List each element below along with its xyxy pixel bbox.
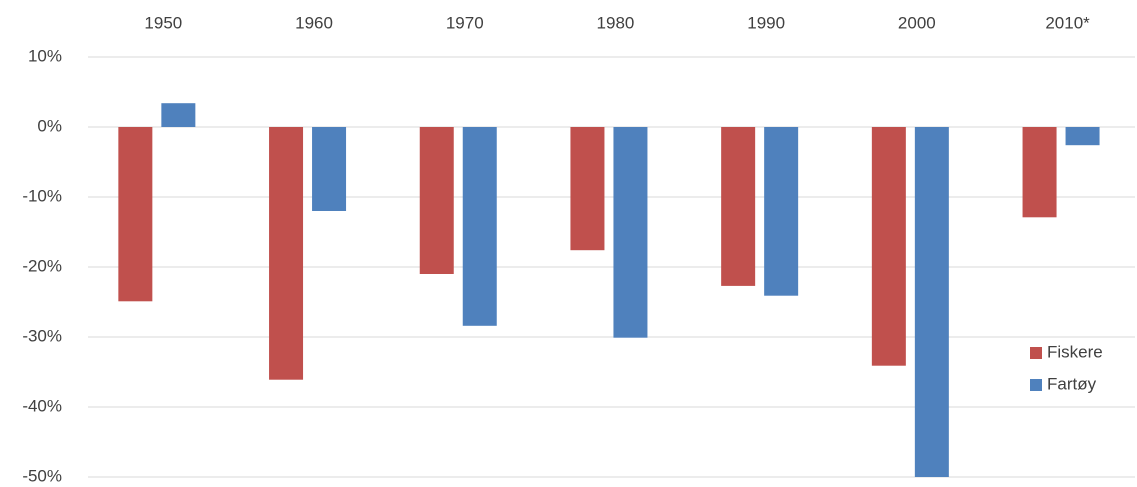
bar <box>269 127 304 380</box>
bar <box>462 127 497 326</box>
y-tick-label: 0% <box>37 116 62 135</box>
bar <box>419 127 454 274</box>
bar <box>914 127 949 477</box>
y-tick-label: -10% <box>22 186 62 205</box>
bar <box>613 127 648 338</box>
legend-label: Fartøy <box>1047 374 1097 393</box>
y-tick-label: -40% <box>22 396 62 415</box>
legend-swatch <box>1030 347 1042 359</box>
x-tick-label: 1950 <box>144 13 182 32</box>
y-tick-label: -20% <box>22 256 62 275</box>
bar <box>570 127 605 251</box>
bar <box>764 127 799 296</box>
bar <box>871 127 906 366</box>
bar <box>312 127 347 211</box>
y-tick-label: -30% <box>22 326 62 345</box>
x-tick-label: 2010* <box>1045 13 1090 32</box>
x-tick-label: 1970 <box>446 13 484 32</box>
bar <box>1065 127 1100 146</box>
y-tick-label: 10% <box>28 46 62 65</box>
x-tick-label: 1960 <box>295 13 333 32</box>
bar <box>721 127 756 286</box>
bar <box>1022 127 1057 218</box>
x-tick-label: 1980 <box>597 13 635 32</box>
y-tick-label: -50% <box>22 466 62 485</box>
x-tick-label: 2000 <box>898 13 936 32</box>
x-tick-label: 1990 <box>747 13 785 32</box>
legend-label: Fiskere <box>1047 342 1103 361</box>
bar <box>161 103 196 127</box>
legend-swatch <box>1030 379 1042 391</box>
bar <box>118 127 153 302</box>
